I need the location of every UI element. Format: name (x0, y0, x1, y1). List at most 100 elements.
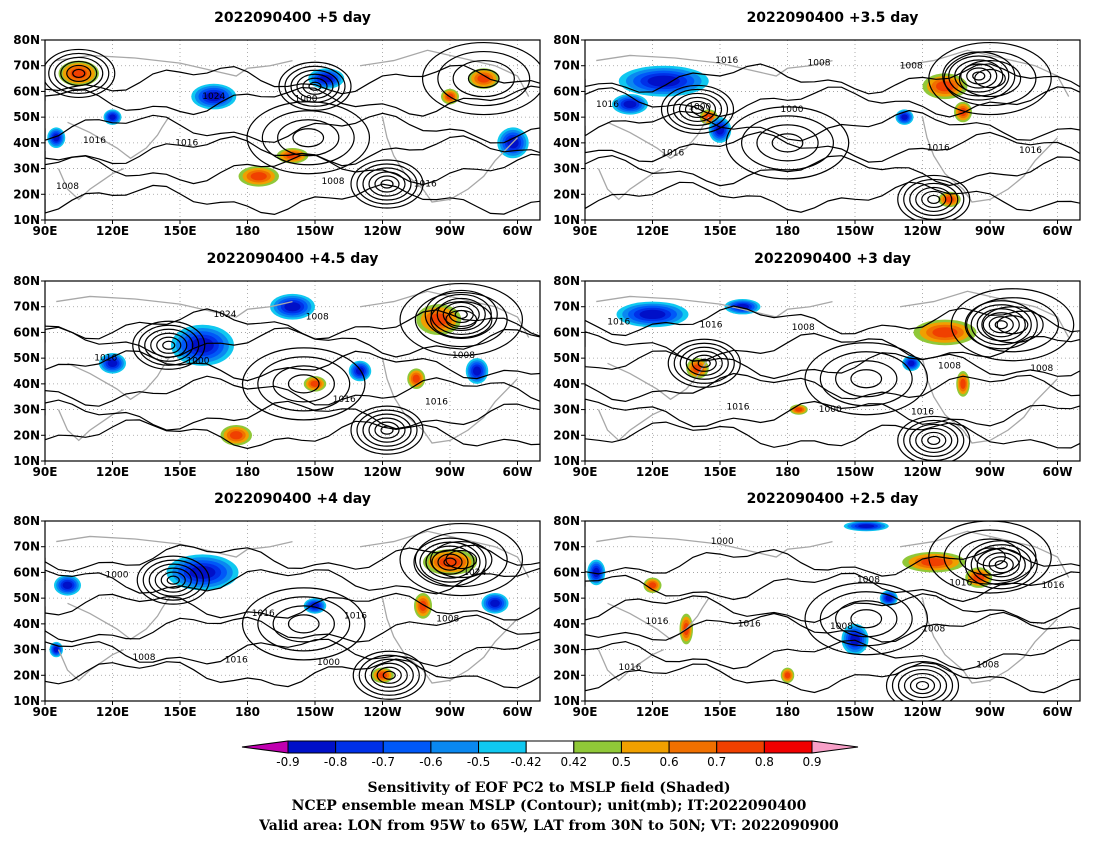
lon-tick-label: 60W (503, 224, 533, 238)
lat-tick-label: 70N (13, 59, 40, 73)
contour-labels: 1000 1008 1000 1016 1016 1024 1008 1016 (106, 568, 487, 668)
contour-label: 1016 (333, 395, 356, 405)
mslp-contour (160, 571, 186, 589)
contour-label: 1024 (202, 92, 225, 102)
colorbar-tick-label: -0.5 (467, 755, 490, 769)
colorbar-box (525, 740, 575, 754)
mslp-contour (976, 308, 1026, 342)
contour-label: 1008 (1030, 364, 1053, 374)
mslp-contour (45, 48, 116, 99)
mslp-contour (948, 55, 1010, 97)
mslp-contour (958, 59, 1022, 98)
colorbar-arrow-low (241, 740, 289, 754)
mslp-contour (850, 609, 883, 629)
coastline (921, 598, 1058, 684)
mslp-isobar (585, 593, 1080, 624)
contour-label: 1016 (700, 320, 723, 330)
mslp-contour (903, 672, 942, 699)
colorbar-box (287, 740, 337, 754)
colorbar-tick-label: 0.42 (560, 755, 587, 769)
mslp-contour (48, 52, 110, 95)
lon-tick-label: 180 (235, 224, 260, 238)
lon-tick-label: 150E (163, 224, 196, 238)
mslp-contour (241, 347, 366, 421)
coastline (359, 49, 530, 97)
mslp-isobar (45, 419, 540, 450)
lon-tick-label: 150E (163, 705, 196, 719)
mslp-contour (756, 124, 819, 162)
mslp-isobar (45, 153, 540, 186)
negative-sensitivity-area (885, 595, 892, 601)
mslp-contour (364, 658, 414, 692)
coastline (381, 117, 518, 203)
lat-tick-label: 60N (553, 84, 580, 98)
mslp-isobar (585, 63, 1080, 95)
lat-tick-label: 30N (553, 403, 580, 417)
contour-label: 1016 (1042, 581, 1065, 591)
mslp-contour (994, 320, 1008, 330)
mslp-contour (277, 119, 340, 157)
coastline (57, 648, 125, 682)
mslp-contour (909, 182, 959, 217)
mslp-contours (45, 282, 540, 455)
mslp-contour (430, 293, 492, 336)
mslp-contour (154, 567, 192, 593)
contour-label: 1008 (452, 351, 475, 361)
mslp-contour (54, 56, 104, 91)
mslp-contour (964, 300, 1038, 350)
mslp-contour (399, 282, 524, 357)
positive-sensitivity-area (960, 378, 966, 389)
coastline (67, 597, 170, 641)
panel-title: 2022090400 +5 day (214, 10, 371, 26)
lat-tick-label: 80N (553, 274, 580, 288)
map-field: 1016 1000 1008 1016 1000 1008 1016 1016 1016 (585, 40, 1080, 220)
contour-label: 1016 (949, 578, 972, 588)
contour-label: 1016 (94, 354, 117, 364)
mslp-contour (430, 300, 493, 339)
panel-frame (44, 520, 541, 702)
lon-tick-label: 120W (903, 705, 941, 719)
lon-tick-label: 90E (573, 465, 598, 479)
colorbar-box (478, 740, 527, 754)
contour-label: 1016 (738, 619, 761, 629)
mslp-isobar (45, 85, 540, 117)
lon-tick-label: 150E (163, 465, 196, 479)
mslp-contour (942, 51, 1016, 101)
negative-sensitivity-area (623, 100, 637, 108)
contour-labels: 1016 1000 1008 1016 1000 1008 1016 1016 1016 (596, 56, 1042, 159)
panel-frame (584, 520, 1081, 702)
mslp-isobar (585, 547, 1080, 577)
lat-tick-label: 70N (553, 540, 580, 554)
mslp-contour (144, 328, 194, 362)
lat-tick-label: 70N (13, 300, 40, 314)
mslp-contour (679, 346, 729, 380)
lon-tick-label: 90E (33, 705, 58, 719)
mslp-isobar (585, 661, 1080, 694)
lon-tick-label: 150E (703, 224, 736, 238)
mslp-contour (437, 553, 463, 571)
mslp-isobar (45, 350, 540, 382)
coastline (56, 295, 293, 318)
mslp-isobar (585, 639, 1080, 671)
mslp-isobar (45, 592, 540, 621)
mslp-contour (885, 660, 960, 701)
colorbar-tick-label: -0.8 (324, 755, 347, 769)
mslp-contour (241, 587, 366, 661)
contour-label: 1008 (976, 661, 999, 671)
mslp-contour (804, 342, 929, 416)
mslp-contour (246, 101, 371, 175)
mslp-contour (725, 106, 850, 180)
mslp-contour (443, 557, 457, 567)
axis-ticks: 10N 20N 30N 40N 50N 60N 70N 80N 90E 120E 150E 180 15… (553, 274, 1072, 479)
contour-label: 1000 (187, 356, 210, 366)
lat-tick-label: 60N (13, 325, 40, 339)
positive-sensitivity-area (477, 74, 491, 83)
mslp-contour (362, 167, 412, 201)
lon-tick-label: 60W (503, 705, 533, 719)
contour-label: 1016 (727, 403, 750, 413)
lat-tick-label: 40N (553, 136, 580, 150)
contour-label: 1016 (252, 609, 275, 619)
mslp-isobar (585, 398, 1080, 428)
lat-tick-label: 70N (553, 300, 580, 314)
lon-tick-label: 120E (636, 465, 669, 479)
